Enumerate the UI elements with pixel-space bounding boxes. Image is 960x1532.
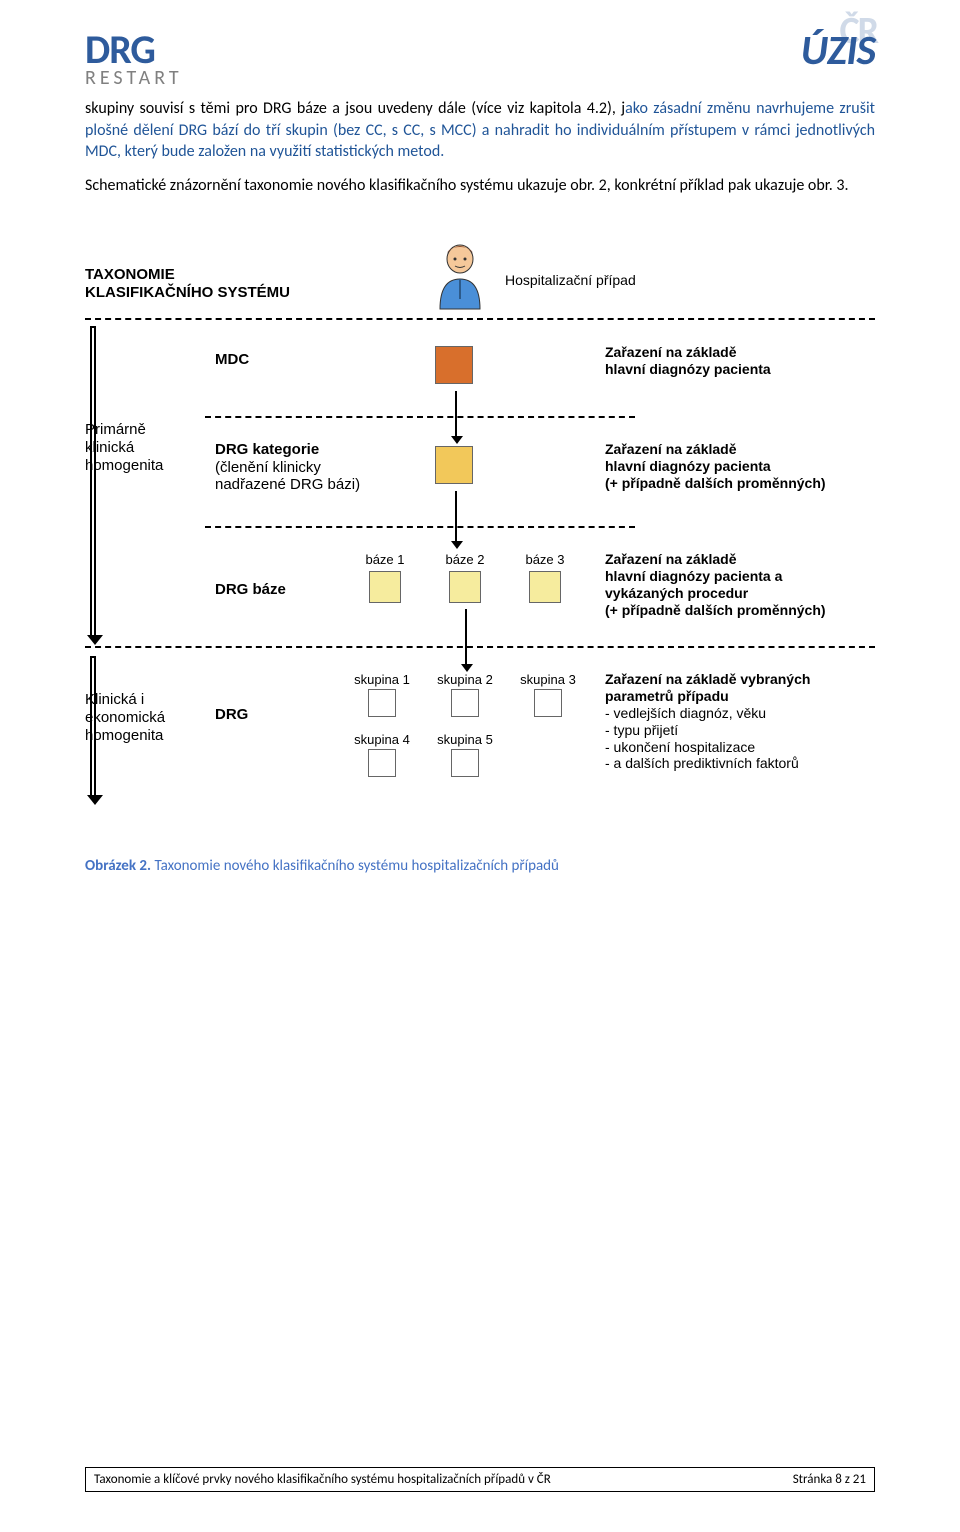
logo-uzis: ČR ÚZIS [801,30,875,72]
hosp-case-label: Hospitalizační případ [505,271,636,290]
lbl-baze1: báze 1 [355,551,415,569]
dashed-4 [85,646,875,648]
diagram-title-l2: KLASIFIKAČNÍHO SYSTÉMU [85,284,290,301]
box-sk1 [368,689,396,717]
lbl-sk4: skupina 4 [347,731,417,749]
page-footer: Taxonomie a klíčové prvky nového klasifi… [85,1467,875,1492]
footer-right: Stránka 8 z 21 [793,1472,866,1487]
logo-uzis-main: ÚZIS [801,30,875,72]
label-drg-kat: DRG kategorie (členění klinicky nadřazen… [215,441,360,493]
logo-drg-line2: RESTART [85,68,183,88]
dashed-2 [205,416,635,418]
arrow-kat-baze [455,491,457,541]
taxonomy-diagram: TAXONOMIE KLASIFIKAČNÍHO SYSTÉMU Hospita… [85,226,875,826]
patient-icon [430,241,490,311]
caption-bold: Obrázek 2. [85,857,151,875]
desc-mdc: Zařazení na základě hlavní diagnózy paci… [605,344,771,378]
paragraph-2: Schematické znázornění taxonomie nového … [85,175,875,197]
lbl-sk3: skupina 3 [513,671,583,689]
side-label-1: Primárně klinická homogenita [85,421,195,475]
label-drg-baze: DRG báze [215,581,286,598]
dashed-1 [85,318,875,320]
page-content: skupiny souvisí s těmi pro DRG báze a js… [0,98,960,877]
box-baze3 [529,571,561,603]
desc-drg-kat: Zařazení na základě hlavní diagnózy paci… [605,441,826,491]
paragraph-1: skupiny souvisí s těmi pro DRG báze a js… [85,98,875,163]
diagram-title: TAXONOMIE KLASIFIKAČNÍHO SYSTÉMU [85,266,290,301]
para1-plain: skupiny souvisí s těmi pro DRG báze a js… [85,99,625,118]
logo-drg: DRG RESTART [85,30,183,88]
side-label-2: Klinická i ekonomická homogenita [85,691,195,745]
figure-caption: Obrázek 2. Taxonomie nového klasifikační… [85,856,875,876]
label-mdc: MDC [215,351,249,368]
box-drg-kat [435,446,473,484]
arrow-baze-sk [465,609,467,664]
caption-text: Taxonomie nového klasifikačního systému … [151,857,559,875]
diagram-title-l1: TAXONOMIE [85,266,175,283]
box-sk4 [368,749,396,777]
box-baze2 [449,571,481,603]
lbl-sk5: skupina 5 [430,731,500,749]
lbl-baze3: báze 3 [515,551,575,569]
box-sk5 [451,749,479,777]
page-header: DRG RESTART ČR ÚZIS [0,0,960,98]
box-mdc [435,346,473,384]
lbl-baze2: báze 2 [435,551,495,569]
box-sk2 [451,689,479,717]
desc-drg: Zařazení na základě vybraných parametrů … [605,671,810,772]
label-drg: DRG [215,706,248,723]
dashed-3 [205,526,635,528]
side-arrow-1 [90,326,96,636]
box-baze1 [369,571,401,603]
arrow-mdc-kat [455,391,457,436]
footer-left: Taxonomie a klíčové prvky nového klasifi… [94,1472,551,1487]
logo-drg-line1: DRG [85,30,183,70]
lbl-sk2: skupina 2 [430,671,500,689]
desc-drg-baze: Zařazení na základě hlavní diagnózy paci… [605,551,826,618]
box-sk3 [534,689,562,717]
lbl-sk1: skupina 1 [347,671,417,689]
